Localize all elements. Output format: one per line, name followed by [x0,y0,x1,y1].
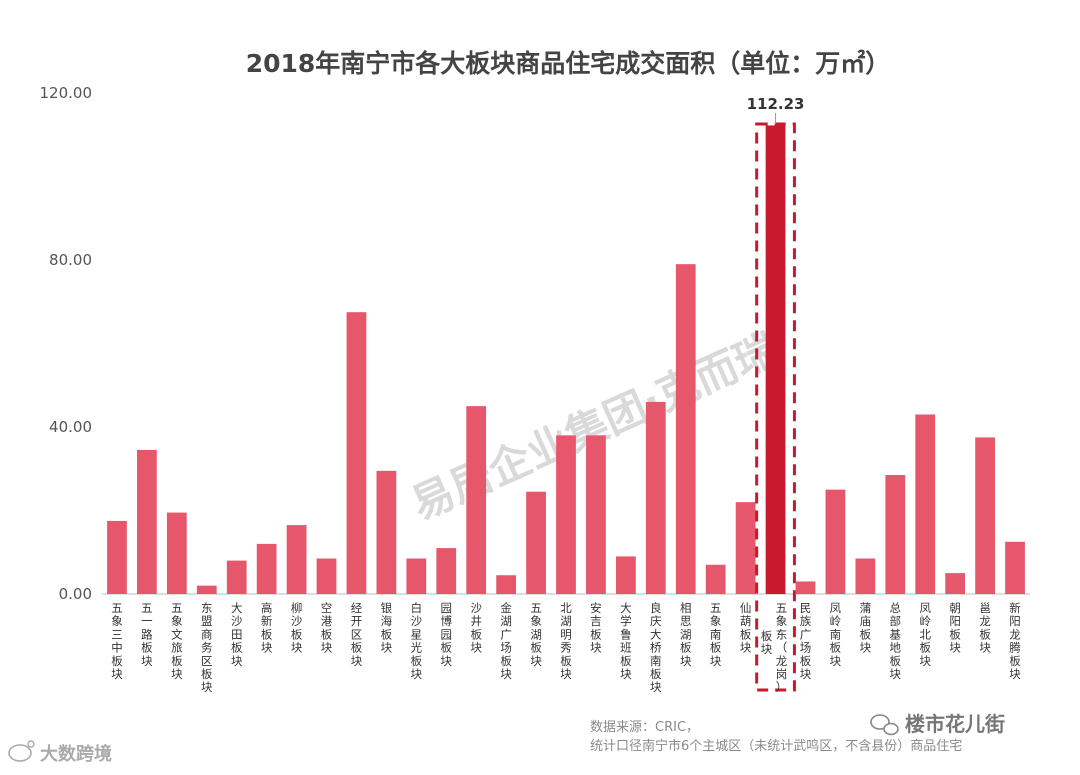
x-tick-label: 相思湖板块 [680,601,692,668]
chart-title: 2018年南宁市各大板块商品住宅成交面积（单位：万㎡） [246,49,891,78]
x-tick-label: 经开区板块 [351,601,363,668]
bar [1005,541,1025,594]
bar [316,558,337,594]
brand-left: 大数跨境 [40,743,112,765]
x-tick-label: 金湖广场板块 [500,601,512,681]
x-tick-label: 五象湖板块 [530,601,542,668]
bar [556,435,576,594]
bar [945,573,966,594]
bar [675,264,696,594]
x-tick-label: 五象文旅板块 [171,601,183,681]
x-tick-label: 仙葫板块 [740,601,752,655]
bar [346,312,367,594]
x-tick-label: 柳沙板块 [291,601,303,655]
bars [107,122,1025,692]
y-tick-label: 0.00 [59,585,92,603]
x-tick-label: 银海板块 [381,601,393,655]
bar [436,548,457,594]
x-tick-label: 朝阳板块 [949,601,961,655]
bar [137,449,157,594]
bar [885,475,906,594]
x-tick-label: 园博园板块 [441,601,453,668]
bar [586,435,606,594]
x-tick-label: 安吉板块 [590,601,602,655]
x-tick-label: 空港板块 [321,601,333,655]
x-axis-labels: 五象三中板块 五一路板块 五象文旅板块 东盟商务区板块 大沙田板块 高新板块 柳沙板块 空港板… [111,601,1021,694]
bar [915,414,936,594]
brand-right: 楼市花儿街 [905,712,1005,736]
bar [166,512,187,594]
x-tick-label: 邕龙板块 [979,601,991,655]
x-tick-label: 蒲庙板块 [860,601,872,655]
bar [645,401,666,594]
x-tick-label: 五象南板块 [710,601,722,668]
x-tick-label: 大学鲁班板块 [620,601,632,681]
x-tick-label: 五象东（龙岗）板块 [761,601,788,694]
y-tick-label: 120.00 [40,84,93,102]
y-tick-label: 40.00 [49,418,92,436]
bar [855,558,876,594]
x-tick-label: 大沙田板块 [231,601,243,668]
x-tick-label: 良庆大桥南板块 [650,601,662,694]
bar [735,502,756,594]
y-tick-label: 80.00 [49,251,92,269]
bar [107,520,127,594]
bar [705,564,726,594]
bar [496,575,517,594]
bar [406,558,427,594]
bar [196,585,217,594]
source-line-1: 数据来源：CRIC， [590,720,699,735]
x-tick-label: 高新板块 [261,601,273,655]
weibo-icon [8,740,35,762]
x-tick-label: 凤岭北板块 [919,601,931,668]
bar [615,556,636,594]
bar [466,406,487,594]
bar-highlight [765,125,786,594]
source-line-2: 统计口径南宁市6个主城区（未统计武鸣区，不含县份）商品住宅 [590,738,962,754]
x-tick-label: 白沙星光板块 [411,601,423,681]
bar [376,470,397,594]
bar [975,437,995,594]
y-axis-ticks: 0.00 40.00 80.00 120.00 [40,84,93,603]
data-label: 112.23 [747,95,805,113]
x-tick-label: 凤岭南板块 [830,601,842,668]
bar [286,525,307,594]
x-tick-label: 总部基地板块 [890,601,902,681]
x-tick-label: 东盟商务区板块 [201,601,213,694]
bar [526,491,546,594]
wechat-icon [870,714,899,736]
bar [795,581,816,594]
x-tick-label: 五象三中板块 [111,601,123,681]
data-labels: 112.23 [747,95,805,124]
bar [256,543,277,594]
bar [825,489,846,594]
x-tick-label: 民族广场板块 [800,601,812,681]
x-tick-label: 北湖明秀板块 [560,601,572,681]
x-tick-label: 五一路板块 [141,601,153,668]
bar [226,560,247,594]
x-tick-label: 沙井板块 [470,601,482,655]
x-tick-label: 新阳龙腾板块 [1009,601,1021,681]
